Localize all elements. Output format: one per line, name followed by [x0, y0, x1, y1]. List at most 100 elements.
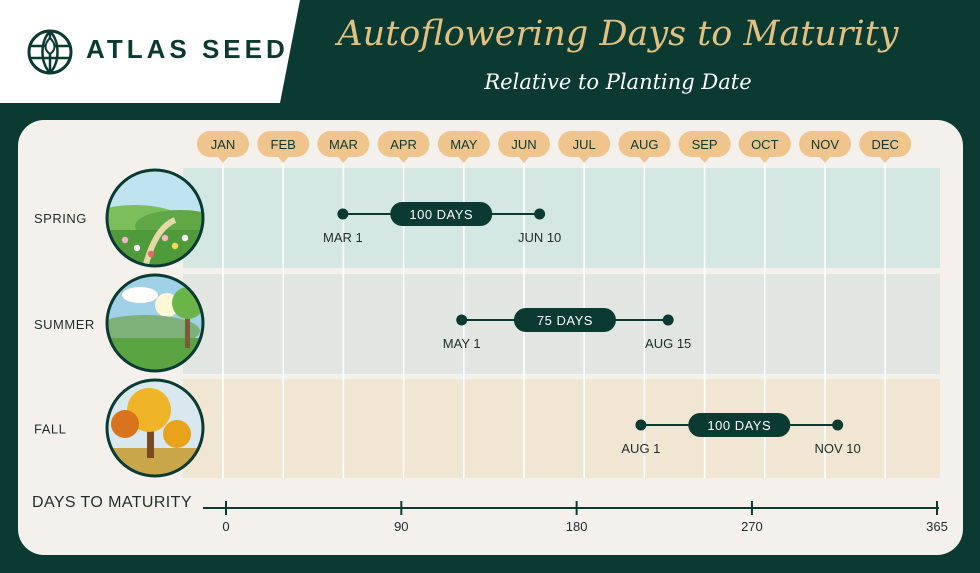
illustration-scene [107, 275, 203, 371]
month-tag-bubble [197, 131, 249, 157]
range-start-dot [337, 208, 349, 220]
month-tag-pointer [217, 156, 229, 163]
month-tag-jun: JUN [498, 131, 550, 163]
month-tag-mar: MAR [317, 131, 370, 163]
range-end-dot [534, 208, 546, 220]
axis-label: DAYS TO MATURITY [32, 494, 192, 511]
season-label-summer: SUMMER [34, 317, 95, 332]
month-tag-bubble [498, 131, 550, 157]
start-date-label: MAR 1 [323, 230, 363, 245]
range-bar-spring: 100 DAYS MAR 1 JUN 10 [323, 202, 561, 245]
path [142, 217, 177, 266]
month-label: APR [390, 137, 417, 152]
month-label: MAR [329, 137, 358, 152]
month-tag-pointer [457, 156, 470, 163]
month-tag-pointer [638, 156, 651, 163]
page-subtitle: Relative to Planting Date [484, 70, 752, 94]
start-date-label: MAY 1 [443, 336, 481, 351]
page-title: Autoflowering Days to Maturity [337, 14, 899, 54]
month-tag-bubble [257, 131, 310, 157]
end-date-label: AUG 15 [645, 336, 691, 351]
start-date-label: AUG 1 [621, 441, 660, 456]
month-label: SEP [692, 137, 718, 152]
spring-illustration [105, 168, 205, 268]
month-tag-dec: DEC [859, 131, 912, 163]
logo-box: ATLAS SEED [0, 0, 300, 103]
month-label: JUN [511, 137, 536, 152]
range-bar-summer: 75 DAYS MAY 1 AUG 15 [443, 308, 691, 351]
month-tag-pointer [277, 156, 290, 163]
month-tag-jul: JUL [558, 131, 611, 163]
month-tag-bubble [738, 131, 791, 157]
brand-name: ATLAS SEED [86, 34, 289, 64]
month-tag-bubble [437, 131, 490, 157]
month-tag-aug: AUG [618, 131, 671, 163]
month-tag-bubble [799, 131, 851, 157]
month-tag-pointer [879, 156, 892, 163]
tree-trunk [185, 308, 190, 348]
flower [147, 250, 155, 258]
season-label-fall: FALL [34, 422, 66, 437]
month-label: MAY [450, 137, 478, 152]
illustration-border [105, 168, 205, 268]
month-tag-pointer [397, 156, 410, 163]
month-label: AUG [630, 137, 658, 152]
flower [161, 234, 169, 242]
month-tag-bubble [558, 131, 611, 157]
range-start-dot [456, 314, 468, 326]
month-tag-feb: FEB [257, 131, 310, 163]
month-label: FEB [271, 137, 296, 152]
end-date-label: NOV 10 [815, 441, 861, 456]
month-tag-pointer [819, 156, 831, 163]
flower [181, 234, 189, 242]
range-start-dot [635, 419, 647, 431]
globe-leaf-icon [27, 29, 73, 75]
axis-tick-label: 365 [926, 519, 948, 534]
month-tag-bubble [859, 131, 912, 157]
summer-illustration [105, 273, 205, 373]
duration-pill [513, 308, 616, 332]
season-label-spring: SPRING [34, 211, 87, 226]
month-tag-pointer [698, 156, 711, 163]
illustration-border [105, 273, 205, 373]
month-tag-nov: NOV [799, 131, 851, 163]
month-label: NOV [811, 137, 840, 152]
duration-label: 75 DAYS [537, 313, 593, 328]
range-end-dot [662, 314, 674, 326]
duration-label: 100 DAYS [707, 418, 771, 433]
end-date-label: JUN 10 [518, 230, 561, 245]
tree-crown [163, 420, 191, 448]
axis-tick-label: 180 [566, 519, 588, 534]
month-tag-may: MAY [437, 131, 490, 163]
month-tag-bubble [317, 131, 370, 157]
month-label: OCT [751, 137, 779, 152]
season-band-spring [183, 168, 940, 268]
month-tag-sep: SEP [678, 131, 731, 163]
month-label: JAN [211, 137, 236, 152]
month-tag-bubble [377, 131, 430, 157]
flower [171, 242, 179, 250]
season-band-fall [183, 379, 940, 478]
month-tag-pointer [578, 156, 591, 163]
illustration-border [105, 378, 205, 478]
month-tag-jan: JAN [197, 131, 249, 163]
duration-pill [688, 413, 791, 437]
month-tag-bubble [678, 131, 731, 157]
axis-tick-label: 90 [394, 519, 408, 534]
month-label: DEC [871, 137, 898, 152]
month-label: JUL [573, 137, 596, 152]
cloud [122, 287, 158, 303]
month-tag-pointer [337, 156, 350, 163]
flower [121, 236, 129, 244]
duration-pill [390, 202, 493, 226]
tree-trunk [147, 418, 154, 458]
axis-tick-label: 270 [741, 519, 763, 534]
range-bar-fall: 100 DAYS AUG 1 NOV 10 [621, 413, 861, 456]
axis-tick-label: 0 [222, 519, 229, 534]
month-tag-bubble [618, 131, 671, 157]
range-end-dot [832, 419, 844, 431]
month-tag-pointer [518, 156, 530, 163]
month-tag-oct: OCT [738, 131, 791, 163]
duration-label: 100 DAYS [409, 207, 473, 222]
